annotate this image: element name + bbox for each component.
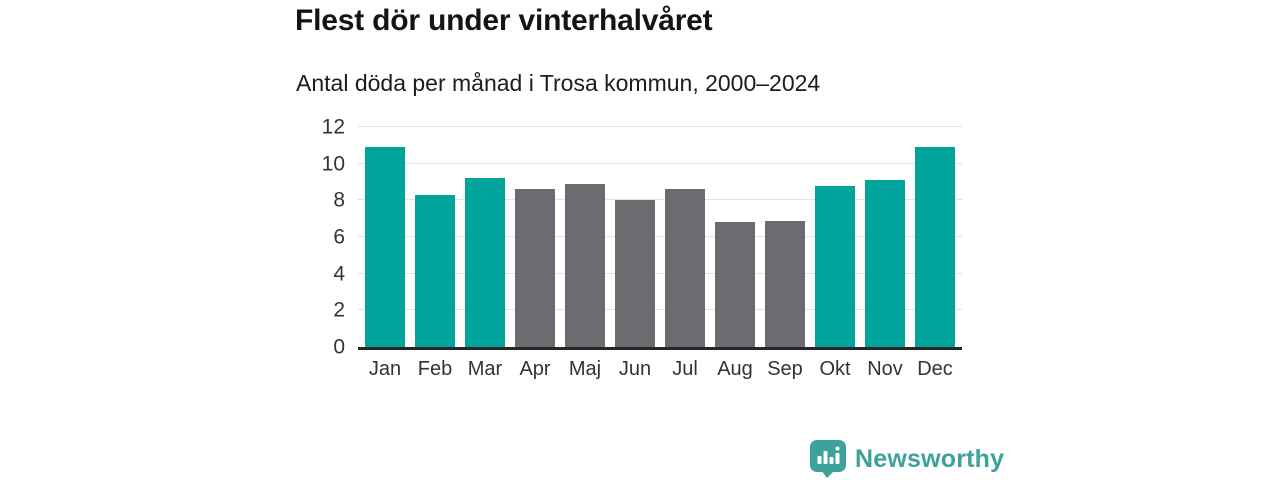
gridline-12 [358,126,962,127]
y-tick-label-2: 2 [333,298,345,322]
bar-jan [365,147,405,347]
x-tick-label-jul: Jul [672,358,698,380]
x-tick-label-apr: Apr [519,358,551,380]
gridline-8 [358,199,962,201]
bar-apr [515,189,555,347]
bar-dec [915,147,955,347]
gridline-10 [358,162,962,164]
gridlines [358,126,962,347]
chart-subtitle: Antal döda per månad i Trosa kommun, 200… [296,70,821,96]
gridline-4 [358,272,962,274]
bar-series [358,127,962,347]
newsworthy-logo-icon [810,440,846,478]
bar-nov [865,180,905,347]
bar-aug [715,222,755,347]
x-tick-label-okt: Okt [819,358,851,380]
bar-maj [565,183,605,347]
y-tick-label-8: 8 [333,188,345,212]
y-tick-label-6: 6 [333,225,345,249]
y-axis: 0 2 4 6 8 10 12 [270,117,345,358]
newsworthy-logo-text: Newsworthy [855,444,1005,473]
plot-area [358,126,962,350]
gridline-2 [358,309,962,311]
y-tick-label-10: 10 [321,152,345,176]
y-tick-label-12: 12 [321,115,345,139]
y-tick-label-0: 0 [333,335,345,359]
gridline-6 [358,236,962,237]
bar-okt [815,185,855,347]
bar-sep [765,220,805,347]
x-tick-label-maj: Maj [568,358,602,380]
newsworthy-logo: Newsworthy [810,440,1004,478]
bar-mar [465,178,505,347]
y-tick-label-4: 4 [333,262,345,286]
bar-jul [665,189,705,347]
bar-jun [615,200,655,347]
x-tick-label-nov: Nov [867,358,903,380]
x-tick-label-mar: Mar [467,358,503,380]
x-tick-label-aug: Aug [717,358,753,380]
bar-feb [415,194,455,347]
x-tick-label-feb: Feb [417,358,453,380]
x-tick-label-dec: Dec [917,358,953,380]
x-axis: Jan Feb Mar Apr Maj Jun Jul Aug Sep Okt Nov Dec [358,358,962,381]
x-tick-label-jun: Jun [618,358,652,380]
chart-title: Flest dör under vinterhalvåret [295,4,713,37]
x-tick-label-jan: Jan [368,358,402,380]
x-tick-label-sep: Sep [767,358,803,380]
